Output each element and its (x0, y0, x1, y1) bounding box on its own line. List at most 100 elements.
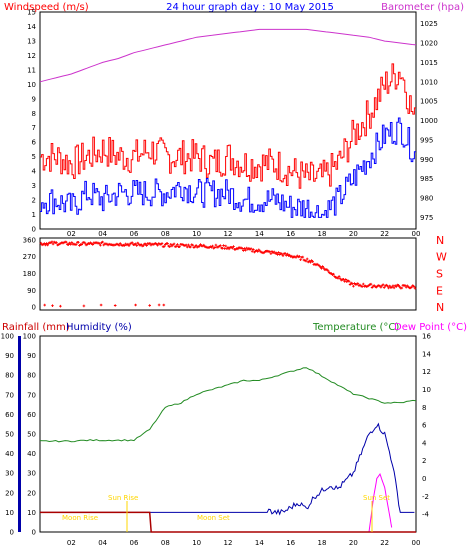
x-tick-label-bottom: 06 (130, 539, 139, 547)
direction-point (91, 243, 94, 246)
direction-point (343, 280, 346, 283)
direction-point (113, 304, 117, 307)
direction-point (224, 244, 228, 248)
direction-point (351, 282, 354, 285)
direction-point (336, 276, 340, 280)
rainfall-line (40, 511, 416, 533)
direction-point (139, 243, 143, 246)
humidity-y-tick-label: 40 (27, 450, 36, 458)
compass-label: N (436, 234, 444, 247)
rainfall-axis-title: Rainfall (mm) (2, 322, 70, 333)
direction-point (288, 253, 291, 257)
wind-y-tick-label: 14 (27, 23, 36, 31)
sunrise-label: Sun Rise (108, 494, 138, 502)
direction-point (50, 240, 54, 244)
barometer-y-tick-label: 1010 (420, 78, 438, 86)
direction-point (117, 244, 121, 247)
direction-point (382, 286, 386, 289)
direction-point (162, 245, 166, 248)
direction-point (191, 243, 195, 247)
direction-panel-frame (39, 237, 417, 311)
compass-label: E (436, 284, 443, 297)
direction-point (249, 247, 253, 250)
x-tick-label-top: 08 (161, 230, 170, 238)
direction-point (134, 303, 137, 307)
direction-point (127, 244, 131, 247)
direction-point (250, 250, 254, 253)
wind-y-tick-label: 9 (32, 95, 36, 103)
temperature-y-tick-label: 0 (422, 475, 426, 483)
direction-point (134, 242, 137, 246)
barometer-y-tick-label: 995 (420, 136, 433, 144)
wind-y-tick-label: 5 (32, 153, 36, 161)
direction-y-tick-label: 270 (23, 253, 36, 261)
direction-point (51, 242, 55, 246)
humidity-y-tick-label: 10 (27, 509, 36, 517)
direction-point (43, 303, 46, 307)
temperature-humidity-plot (39, 367, 417, 533)
direction-point (169, 243, 173, 246)
barometer-y-tick-label: 1005 (420, 98, 438, 106)
humidity-y-tick-label: 30 (27, 470, 36, 478)
humidity-y-tick-label: 0 (32, 529, 36, 537)
direction-point (286, 252, 289, 256)
x-tick-label-bottom: 10 (192, 539, 201, 547)
direction-y-tick-label: 360 (23, 236, 36, 244)
sunset-label: Sun Set (363, 494, 390, 502)
humidity-axis-bar (18, 336, 21, 532)
direction-point (55, 241, 58, 244)
temperature-axis-title: Temperature (°C) (312, 322, 399, 333)
temperature-y-tick-label: -4 (422, 511, 430, 519)
direction-point (156, 243, 159, 247)
direction-point (148, 304, 151, 307)
compass-label: N (436, 301, 444, 314)
wind-y-tick-label: 7 (32, 124, 36, 132)
direction-point (162, 303, 166, 307)
temperature-y-tick-label: 14 (422, 350, 431, 358)
direction-point (242, 249, 245, 252)
humidity-y-tick-label: 20 (27, 489, 36, 497)
direction-point (144, 242, 147, 246)
direction-point (400, 286, 404, 290)
direction-point (231, 246, 234, 250)
wind-y-tick-label: 6 (32, 139, 37, 147)
humidity-y-tick-label: 90 (27, 352, 36, 360)
climate-panel-frame (39, 335, 417, 533)
direction-point (99, 243, 102, 247)
x-tick-label-top: 16 (286, 230, 295, 238)
direction-point (388, 284, 391, 288)
direction-point (131, 241, 134, 245)
direction-point (241, 247, 244, 250)
wind-direction-plot (39, 240, 417, 308)
direction-point (39, 241, 43, 245)
graph-title: 24 hour graph day : 10 May 2015 (166, 2, 334, 13)
humidity-y-tick-label: 70 (27, 391, 36, 399)
direction-y-tick-label: 90 (27, 287, 36, 295)
direction-point (244, 248, 247, 252)
direction-point (178, 245, 181, 248)
direction-point (194, 244, 198, 247)
wind-barometer-plot (39, 28, 417, 218)
direction-point (82, 304, 86, 308)
direction-point (118, 242, 122, 245)
direction-point (232, 245, 235, 248)
dewpoint-axis-title: Dew Point (°C) (394, 322, 467, 333)
direction-point (175, 245, 178, 248)
direction-point (309, 260, 312, 264)
x-tick-label-bottom: 04 (98, 539, 107, 547)
humidity-y-tick-label: 100 (23, 333, 36, 341)
direction-point (305, 257, 309, 261)
direction-point (77, 241, 80, 244)
compass-label: S (436, 268, 443, 281)
direction-point (311, 260, 314, 263)
direction-point (252, 248, 255, 251)
direction-point (46, 243, 49, 247)
wind-y-tick-label: 1 (32, 211, 36, 219)
direction-point (74, 243, 78, 246)
direction-y-tick-label: 0 (32, 304, 36, 312)
direction-point (280, 252, 284, 256)
barometer-y-tick-label: 985 (420, 175, 433, 183)
direction-point (348, 283, 352, 286)
direction-point (412, 285, 416, 288)
x-tick-label-bottom: 14 (255, 539, 264, 547)
